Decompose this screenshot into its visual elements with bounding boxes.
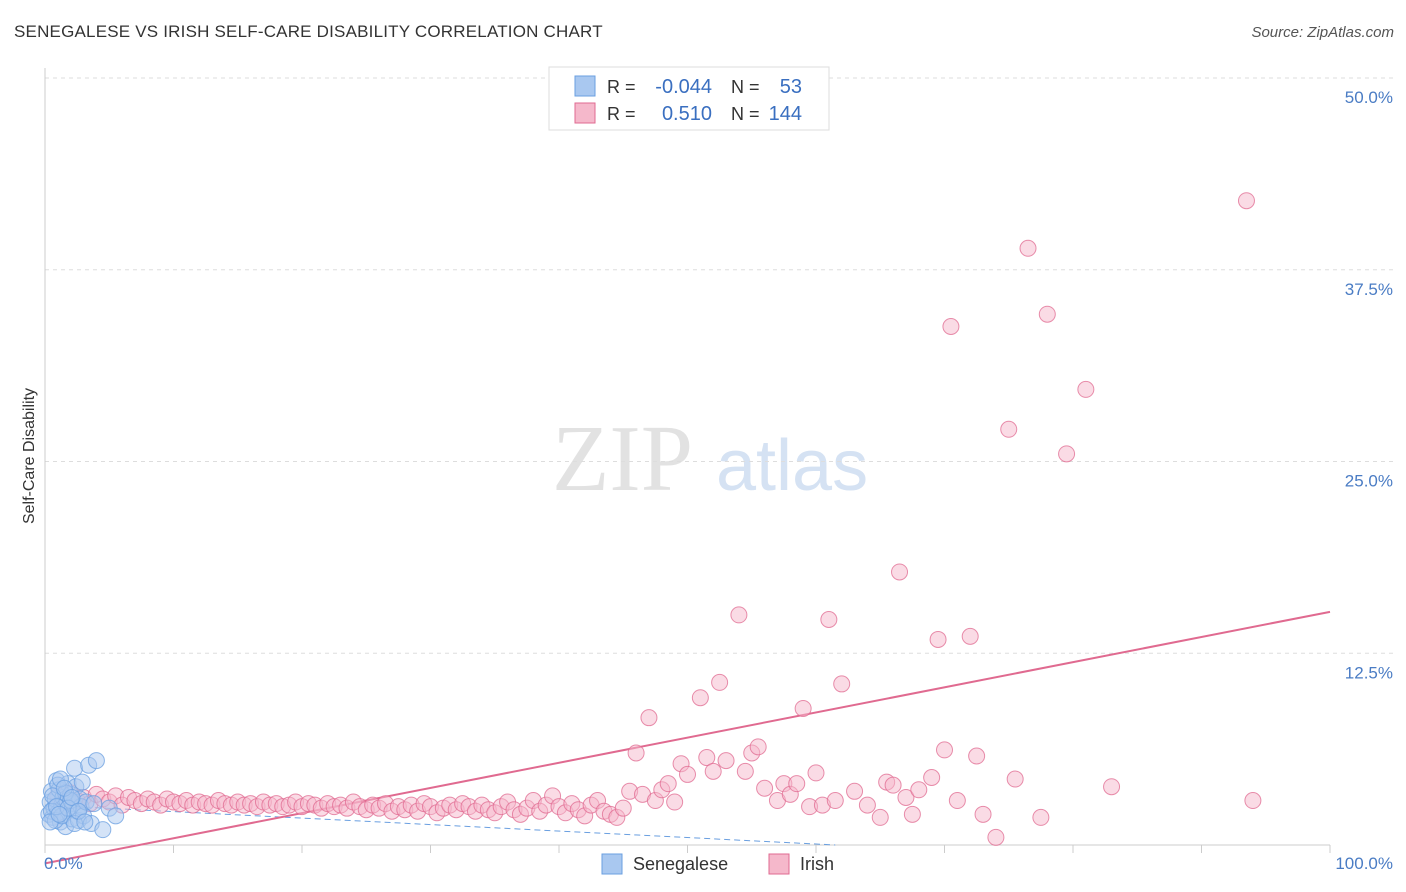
- point-irish: [711, 673, 729, 691]
- point-irish: [1006, 770, 1024, 788]
- trend-lines: [44, 610, 1331, 865]
- point-irish: [691, 689, 709, 707]
- legend-r-label-1: R =: [607, 77, 636, 97]
- point-irish: [820, 611, 838, 629]
- bottom-legend: Senegalese Irish: [601, 853, 834, 875]
- point-senegalese: [73, 773, 91, 791]
- legend-n-label-1: N =: [731, 77, 760, 97]
- bottom-legend-swatch-senegalese: [601, 853, 623, 875]
- point-irish: [666, 793, 684, 811]
- point-irish: [974, 805, 992, 823]
- point-irish: [627, 744, 645, 762]
- legend-r-value-1: -0.044: [655, 76, 712, 98]
- legend-r-label-2: R =: [607, 104, 636, 124]
- point-irish: [698, 749, 716, 767]
- legend-box: [548, 66, 830, 131]
- point-irish: [1237, 192, 1255, 210]
- point-irish: [987, 828, 1005, 846]
- point-senegalese: [87, 752, 105, 770]
- point-irish: [756, 779, 774, 797]
- point-irish: [936, 741, 953, 759]
- legend-r-value-2: 0.510: [662, 103, 712, 125]
- point-irish: [871, 808, 889, 826]
- legend: R = -0.044 N = 53 R = 0.510 N = 144: [548, 66, 830, 131]
- point-irish: [961, 627, 979, 645]
- point-irish: [730, 606, 748, 624]
- point-senegalese: [50, 805, 68, 823]
- point-irish: [891, 563, 909, 581]
- y-tick-label: 25.0%: [1345, 472, 1393, 491]
- y-tick-label: 50.0%: [1345, 88, 1393, 107]
- bottom-legend-label-senegalese: Senegalese: [633, 854, 728, 874]
- point-irish: [846, 782, 864, 800]
- point-irish: [788, 775, 806, 793]
- legend-n-value-1: 53: [780, 76, 802, 98]
- data-points: [40, 192, 1262, 846]
- point-irish: [929, 630, 947, 648]
- point-irish: [1032, 808, 1050, 826]
- point-irish: [897, 788, 915, 806]
- point-senegalese: [107, 807, 125, 825]
- y-tick-label: 12.5%: [1345, 663, 1393, 682]
- point-irish: [1058, 445, 1076, 463]
- point-irish: [679, 765, 696, 783]
- bottom-legend-label-irish: Irish: [800, 854, 834, 874]
- y-tick-label: 37.5%: [1345, 280, 1393, 299]
- point-irish: [1103, 778, 1121, 796]
- x-tick-label-min: 0.0%: [44, 854, 83, 873]
- legend-swatch-senegalese: [574, 75, 596, 97]
- point-irish: [807, 764, 825, 782]
- point-irish: [1077, 380, 1095, 398]
- point-irish: [794, 699, 812, 717]
- point-irish: [659, 775, 677, 793]
- x-tick-label-max: 100.0%: [1335, 854, 1393, 873]
- point-senegalese: [76, 813, 94, 831]
- point-irish: [614, 799, 632, 817]
- point-irish: [717, 752, 735, 770]
- point-irish: [884, 776, 902, 794]
- point-irish: [910, 781, 928, 799]
- point-senegalese: [63, 788, 81, 806]
- chart-title: SENEGALESE VS IRISH SELF-CARE DISABILITY…: [14, 22, 603, 41]
- watermark-atlas: atlas: [716, 426, 868, 506]
- point-irish: [826, 792, 844, 810]
- point-irish: [923, 769, 941, 787]
- watermark-zip: ZIP: [552, 407, 693, 511]
- point-irish: [749, 738, 767, 756]
- axes: 12.5% 25.0% 37.5% 50.0%: [44, 68, 1393, 853]
- point-irish: [1244, 792, 1262, 810]
- legend-swatch-irish: [574, 102, 596, 124]
- point-irish: [1019, 239, 1037, 257]
- point-irish: [704, 762, 722, 780]
- bottom-legend-swatch-irish: [768, 853, 790, 875]
- legend-n-label-2: N =: [731, 104, 760, 124]
- gridlines: [45, 77, 1395, 654]
- point-irish: [1038, 305, 1056, 323]
- legend-n-value-2: 144: [769, 103, 802, 125]
- y-axis-label: Self-Care Disability: [21, 388, 38, 524]
- source-label: Source: ZipAtlas.com: [1251, 24, 1394, 41]
- point-irish: [968, 747, 986, 765]
- point-irish: [736, 762, 754, 780]
- trend-line-senegalese: [44, 804, 836, 846]
- point-irish: [1000, 420, 1018, 438]
- point-irish: [833, 675, 851, 693]
- point-irish: [942, 318, 960, 336]
- point-irish: [948, 792, 966, 810]
- point-irish: [858, 796, 876, 814]
- point-irish: [903, 805, 921, 823]
- point-irish: [640, 709, 658, 727]
- point-senegalese: [94, 821, 112, 839]
- point-senegalese: [85, 795, 103, 813]
- trend-line-irish: [44, 610, 1331, 865]
